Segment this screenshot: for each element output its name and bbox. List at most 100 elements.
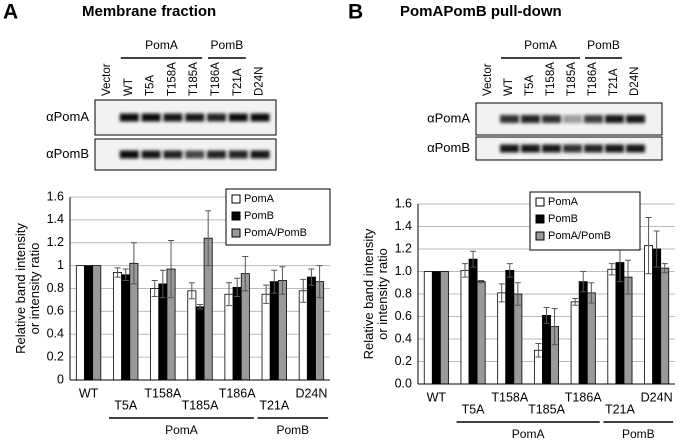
error-bar bbox=[514, 282, 521, 306]
error-bar bbox=[470, 250, 477, 268]
bar bbox=[150, 288, 160, 381]
legend-label: PomA/PomB bbox=[548, 230, 611, 242]
blot-band bbox=[605, 115, 624, 123]
error-bar bbox=[279, 266, 286, 295]
panel-title: PomAPomB pull-down bbox=[400, 3, 562, 20]
blot-band bbox=[163, 150, 183, 159]
blot-band bbox=[542, 144, 561, 153]
x-tick-label: T158A bbox=[144, 386, 181, 400]
bar bbox=[505, 269, 515, 385]
x-tick-label: T185A bbox=[528, 402, 565, 416]
blot-band bbox=[563, 115, 582, 123]
legend-label: PomA bbox=[244, 193, 275, 205]
y-tick-label: 1.2 bbox=[395, 241, 412, 255]
blot-band bbox=[141, 150, 161, 159]
bar bbox=[269, 281, 279, 381]
blot-band bbox=[584, 115, 603, 123]
blot-band bbox=[521, 144, 540, 153]
bar bbox=[586, 292, 596, 385]
error-bar bbox=[478, 280, 485, 284]
error-bar bbox=[159, 269, 166, 299]
lane-label: T186A bbox=[587, 62, 599, 96]
y-tick-label: 1.6 bbox=[395, 196, 412, 210]
blot-band bbox=[207, 150, 226, 159]
lane-label: T21A bbox=[232, 68, 244, 96]
bar bbox=[298, 290, 308, 381]
x-tick-label: T158A bbox=[491, 390, 528, 404]
blot-band bbox=[163, 113, 183, 122]
y-tick-label: 1 bbox=[57, 258, 64, 272]
error-bar bbox=[580, 271, 587, 293]
error-bar bbox=[271, 269, 278, 294]
bar bbox=[497, 292, 507, 385]
blot-band bbox=[563, 144, 582, 153]
y-tick-label: 0.6 bbox=[395, 309, 412, 323]
bar bbox=[75, 265, 85, 381]
legend-swatch bbox=[231, 194, 241, 204]
bar bbox=[468, 258, 478, 385]
y-axis-label-line: or intensity ratio bbox=[375, 248, 390, 340]
blot-row-label: αPomA bbox=[427, 110, 470, 125]
legend-swatch bbox=[231, 211, 241, 221]
blot-band bbox=[185, 150, 205, 159]
lane-label: D24N bbox=[254, 67, 266, 96]
y-tick-label: 1.4 bbox=[47, 212, 64, 226]
error-bar bbox=[543, 307, 550, 324]
group-label: PomB bbox=[277, 423, 310, 437]
x-tick-label: T186A bbox=[565, 390, 602, 404]
bar bbox=[224, 293, 234, 381]
y-axis-label-line: Relative band intensity bbox=[13, 223, 28, 354]
legend-label: PomB bbox=[244, 210, 274, 222]
y-tick-label: 0.8 bbox=[395, 286, 412, 300]
blot-row-label: αPomA bbox=[46, 109, 89, 124]
bar bbox=[660, 267, 670, 385]
error-bar bbox=[225, 282, 232, 307]
error-bar bbox=[151, 279, 158, 298]
blot-band bbox=[207, 113, 226, 122]
lane-group-label: PomA bbox=[524, 38, 557, 52]
blot-band bbox=[185, 113, 205, 122]
error-bar bbox=[242, 255, 249, 292]
y-axis-label: Relative band intensityor intensity rati… bbox=[13, 223, 42, 354]
panel-letter: B bbox=[348, 1, 363, 24]
bar bbox=[121, 274, 131, 381]
lane-label: T5A bbox=[145, 75, 157, 96]
lane-label: WT bbox=[123, 78, 135, 96]
bar bbox=[277, 280, 287, 381]
legend-box bbox=[529, 191, 641, 251]
legend-swatch bbox=[231, 228, 241, 238]
bar bbox=[232, 286, 242, 381]
bar bbox=[195, 306, 205, 381]
error-bar bbox=[608, 263, 615, 276]
blot-band bbox=[228, 113, 248, 122]
y-tick-label: 1.0 bbox=[395, 264, 412, 278]
lane-label: T158A bbox=[166, 62, 178, 96]
legend-swatch bbox=[535, 197, 545, 207]
error-bar bbox=[645, 217, 652, 275]
y-tick-label: 0.2 bbox=[395, 354, 412, 368]
lane-label: D24N bbox=[629, 67, 641, 96]
error-bar bbox=[506, 263, 513, 278]
y-axis-label-line: or intensity ratio bbox=[27, 243, 42, 335]
legend-label: PomB bbox=[548, 213, 578, 225]
blot-band bbox=[584, 144, 603, 153]
error-bar bbox=[661, 263, 668, 274]
error-bar bbox=[551, 308, 558, 346]
error-bar bbox=[535, 343, 542, 358]
lane-group-label: PomB bbox=[587, 38, 620, 52]
legend-label: PomA bbox=[548, 196, 579, 208]
bar bbox=[542, 314, 551, 385]
lane-label: T185A bbox=[188, 62, 200, 96]
blot-band bbox=[626, 115, 645, 123]
error-bar bbox=[130, 242, 137, 285]
y-tick-label: 0.6 bbox=[47, 304, 64, 318]
bar bbox=[92, 265, 102, 381]
error-bar bbox=[168, 239, 175, 299]
lane-group-label: PomB bbox=[211, 38, 244, 52]
error-bar bbox=[572, 298, 579, 306]
bar bbox=[431, 271, 441, 385]
error-bar bbox=[188, 282, 195, 300]
error-bar bbox=[498, 283, 505, 303]
bar bbox=[578, 281, 588, 385]
x-tick-label: D24N bbox=[295, 386, 327, 400]
